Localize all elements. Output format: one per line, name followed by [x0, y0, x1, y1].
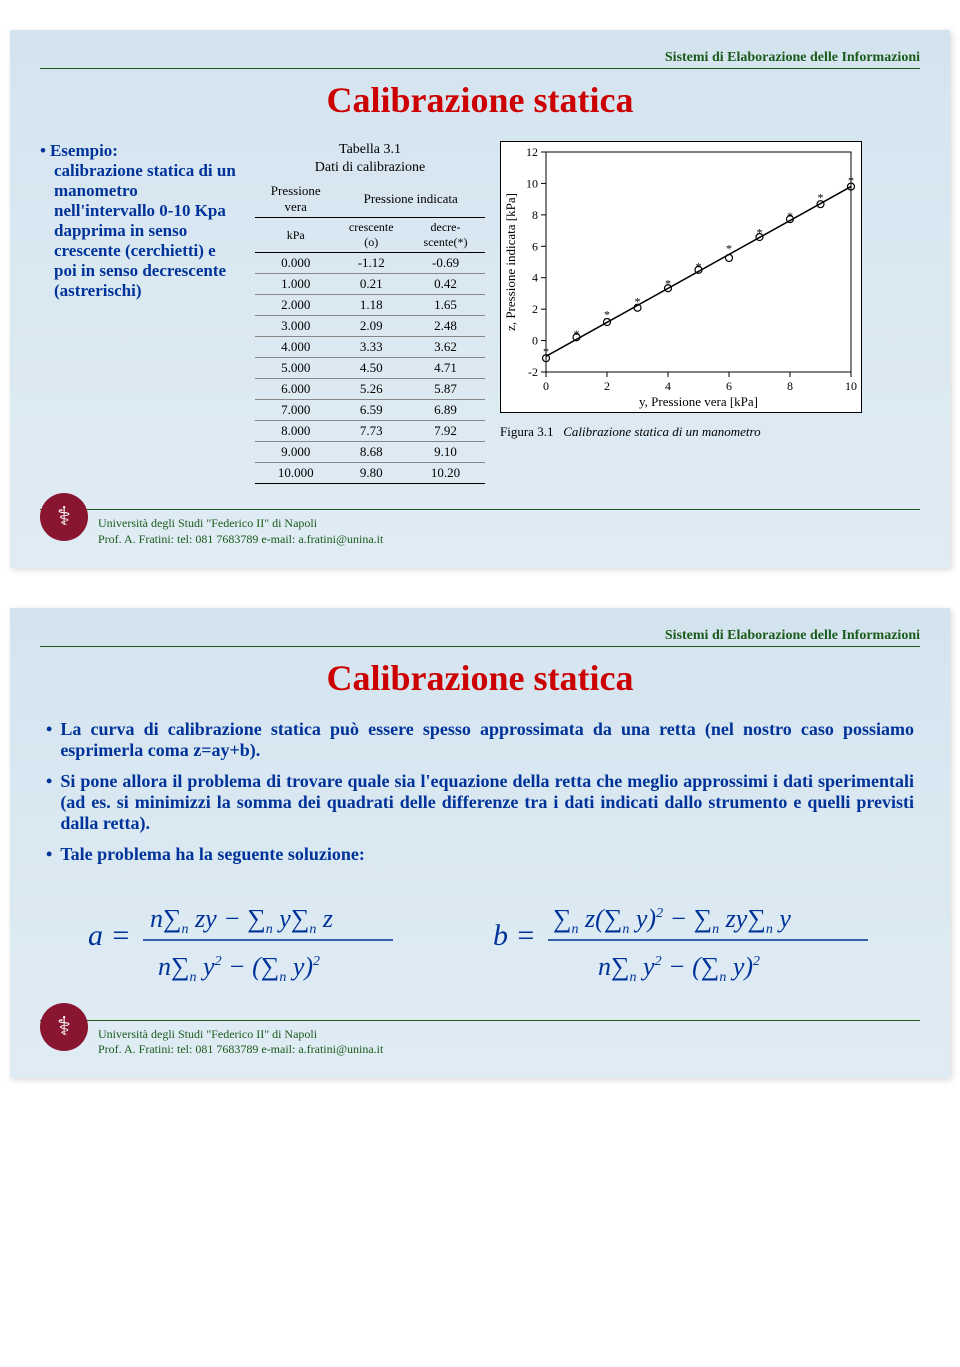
table-row: 2.0001.181.65 [255, 295, 485, 316]
table-caption-2: Dati di calibrazione [315, 160, 425, 175]
table-row: 1.0000.210.42 [255, 274, 485, 295]
table-caption-1: Tabella 3.1 [339, 142, 401, 157]
example-heading: Esempio: [50, 141, 118, 160]
table-row: 8.0007.737.92 [255, 421, 485, 442]
svg-text:∑n z(∑n y)2 − ∑n zy∑n y: ∑n z(∑n y)2 − ∑n zy∑n y [553, 904, 791, 937]
footer-line-1: Università degli Studi "Federico II" di … [98, 516, 383, 532]
svg-text:10: 10 [526, 176, 538, 190]
slide-2: Sistemi di Elaborazione delle Informazio… [10, 608, 950, 1078]
svg-text:*: * [848, 173, 854, 187]
col-sub-decr: decre-scente(*) [406, 218, 485, 253]
equation-b: b = ∑n z(∑n y)2 − ∑n zy∑n y n∑n y2 − (∑n… [493, 885, 873, 995]
svg-text:*: * [574, 327, 580, 341]
table-row: 3.0002.092.48 [255, 316, 485, 337]
table-row: 10.0009.8010.20 [255, 463, 485, 484]
svg-text:8: 8 [787, 379, 793, 393]
bullet-3-text: Tale problema ha la seguente soluzione: [60, 844, 365, 865]
svg-text:10: 10 [845, 379, 857, 393]
svg-text:*: * [787, 209, 793, 223]
university-seal-icon: ⚕ [40, 493, 88, 541]
slide-footer-1: ⚕ Università degli Studi "Federico II" d… [40, 509, 920, 547]
example-body: calibrazione statica di un manometro nel… [40, 161, 240, 301]
slide-1: Sistemi di Elaborazione delle Informazio… [10, 30, 950, 568]
svg-text:*: * [757, 225, 763, 239]
course-header: Sistemi di Elaborazione delle Informazio… [40, 50, 920, 69]
table-row: 9.0008.689.10 [255, 442, 485, 463]
svg-text:b =: b = [493, 919, 536, 952]
svg-text:a =: a = [88, 919, 131, 952]
table-row: 7.0006.596.89 [255, 400, 485, 421]
col-header-vera: Pressione vera [255, 181, 336, 218]
content-row: •Esempio: calibrazione statica di un man… [40, 141, 920, 484]
svg-text:n∑n zy − ∑n y∑n z: n∑n zy − ∑n y∑n z [150, 904, 333, 937]
slide-title-2: Calibrazione statica [40, 657, 920, 699]
bullet-3: •Tale problema ha la seguente soluzione: [46, 844, 914, 865]
svg-text:-2: -2 [528, 365, 538, 379]
svg-text:y, Pressione vera [kPa]: y, Pressione vera [kPa] [639, 394, 758, 409]
footer-text: Università degli Studi "Federico II" di … [98, 516, 383, 547]
svg-text:*: * [543, 344, 549, 358]
chart-column: 0 2 4 6 8 10 -2 0 2 4 6 8 10 12 * * * * * * * * * * * y, Pression… [500, 141, 920, 440]
fig-text: Calibrazione statica di un manometro [563, 424, 760, 439]
bullet-1: •La curva di calibrazione statica può es… [46, 719, 914, 761]
svg-text:6: 6 [726, 379, 732, 393]
footer-text-2: Università degli Studi "Federico II" di … [98, 1027, 383, 1058]
university-seal-icon-2: ⚕ [40, 1003, 88, 1051]
fig-label: Figura 3.1 [500, 424, 553, 439]
calibration-chart: 0 2 4 6 8 10 -2 0 2 4 6 8 10 12 * * * * * * * * * * * y, Pression… [500, 141, 862, 413]
bullet-list: •La curva di calibrazione statica può es… [40, 719, 920, 865]
svg-text:0: 0 [532, 334, 538, 348]
table-row: 0.000-1.12-0.69 [255, 253, 485, 274]
equations-row: a = n∑n zy − ∑n y∑n z n∑n y2 − (∑n y)2 b… [40, 885, 920, 995]
bullet-2: •Si pone allora il problema di trovare q… [46, 771, 914, 834]
slide-title-1: Calibrazione statica [40, 79, 920, 121]
svg-text:*: * [604, 308, 610, 322]
svg-text:2: 2 [604, 379, 610, 393]
svg-text:6: 6 [532, 239, 538, 253]
col-header-indicata: Pressione indicata [336, 181, 485, 218]
svg-text:n∑n y2 − (∑n y)2: n∑n y2 − (∑n y)2 [158, 952, 320, 985]
footer-line-2b: Prof. A. Fratini: tel: 081 7683789 e-mai… [98, 1042, 383, 1058]
svg-text:12: 12 [526, 145, 538, 159]
calibration-table: Tabella 3.1 Dati di calibrazione Pressio… [255, 141, 485, 484]
table-row: 5.0004.504.71 [255, 358, 485, 379]
svg-text:*: * [665, 277, 671, 291]
footer-line-2: Prof. A. Fratini: tel: 081 7683789 e-mai… [98, 532, 383, 548]
svg-text:2: 2 [532, 302, 538, 316]
svg-text:*: * [635, 295, 641, 309]
svg-text:0: 0 [543, 379, 549, 393]
svg-text:4: 4 [532, 271, 538, 285]
col-sub-cresc: crescente (o) [336, 218, 406, 253]
svg-text:z, Pressione indicata [kPa]: z, Pressione indicata [kPa] [503, 193, 518, 331]
slide-footer-2: ⚕ Università degli Studi "Federico II" d… [40, 1020, 920, 1058]
equation-a: a = n∑n zy − ∑n y∑n z n∑n y2 − (∑n y)2 [88, 885, 398, 995]
svg-text:*: * [818, 191, 824, 205]
footer-line-1b: Università degli Studi "Federico II" di … [98, 1027, 383, 1043]
col-units: kPa [255, 218, 336, 253]
svg-text:n∑n y2 − (∑n y)2: n∑n y2 − (∑n y)2 [598, 952, 760, 985]
example-text: •Esempio: calibrazione statica di un man… [40, 141, 240, 301]
data-table: Pressione vera Pressione indicata kPa cr… [255, 181, 485, 484]
svg-text:4: 4 [665, 379, 671, 393]
svg-text:*: * [696, 260, 702, 274]
bullet-2-text: Si pone allora il problema di trovare qu… [60, 771, 914, 834]
figure-caption: Figura 3.1 Calibrazione statica di un ma… [500, 424, 920, 440]
svg-text:*: * [726, 241, 732, 255]
svg-text:8: 8 [532, 208, 538, 222]
table-row: 6.0005.265.87 [255, 379, 485, 400]
table-row: 4.0003.333.62 [255, 337, 485, 358]
bullet-1-text: La curva di calibrazione statica può ess… [60, 719, 914, 761]
course-header-2: Sistemi di Elaborazione delle Informazio… [40, 628, 920, 647]
